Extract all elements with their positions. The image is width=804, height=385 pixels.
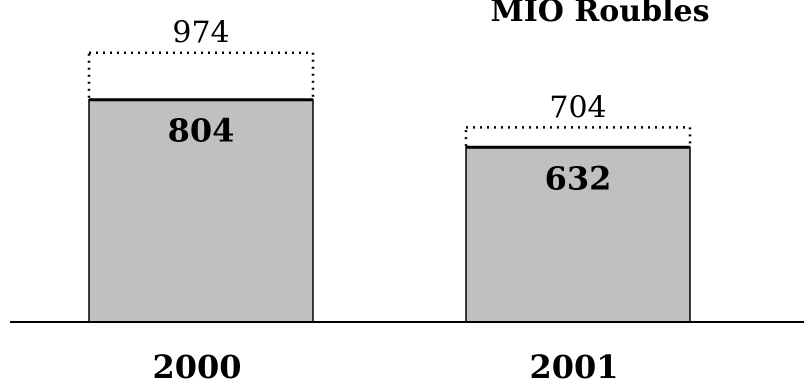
bar-outline-2000 xyxy=(87,51,315,101)
chart-title: MIO Roubles xyxy=(491,0,710,29)
data-label-upper-2000: 974 xyxy=(172,16,229,51)
x-tick-label-2000: 2000 xyxy=(152,348,241,385)
data-label-bar-2001: 632 xyxy=(545,159,612,197)
bar-2000 xyxy=(88,98,314,323)
x-tick-label-2001: 2001 xyxy=(529,348,618,385)
bar-2001 xyxy=(465,146,691,323)
bar-outline-2001 xyxy=(464,126,692,149)
data-label-bar-2000: 804 xyxy=(168,112,235,150)
data-label-upper-2001: 704 xyxy=(549,90,606,125)
bars-group: 974 804 704 632 xyxy=(87,16,692,323)
x-tick-labels: 2000 2001 xyxy=(152,348,618,385)
